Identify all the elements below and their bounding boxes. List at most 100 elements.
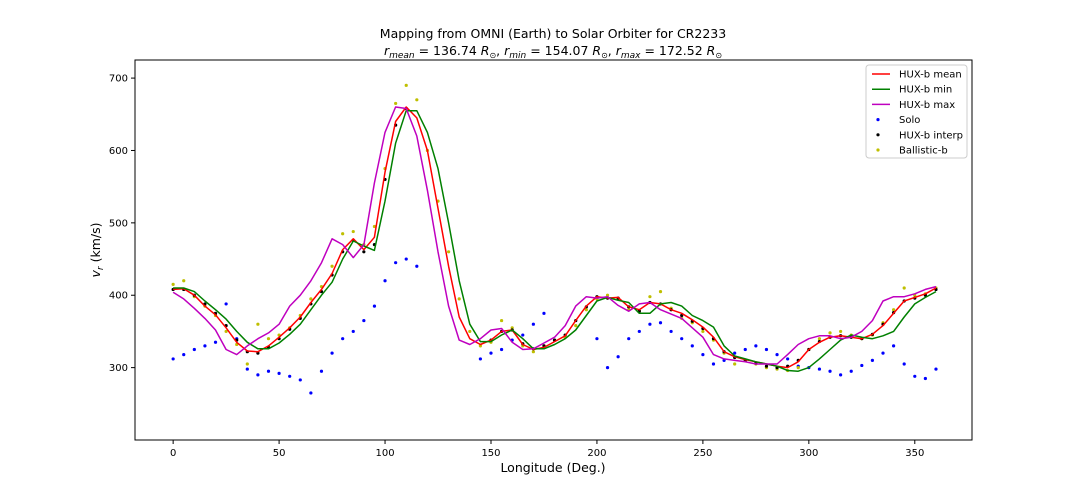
data-point xyxy=(351,229,355,234)
data-point xyxy=(870,358,875,362)
x-tick-label: 250 xyxy=(693,448,712,459)
data-point xyxy=(341,337,345,341)
y-tick-label: 300 xyxy=(109,363,128,374)
series-layer xyxy=(171,83,938,395)
data-point xyxy=(648,295,652,299)
legend: HUX-b mean HUX-b min HUX-b max Solo HUX-b in… xyxy=(865,64,968,159)
data-point xyxy=(796,366,800,370)
legend-label: Ballistic-b xyxy=(899,146,948,157)
data-point xyxy=(256,373,260,377)
data-point xyxy=(743,347,747,352)
data-point xyxy=(817,337,822,341)
data-point xyxy=(499,318,504,323)
data-point xyxy=(923,376,927,381)
x-tick-label: 50 xyxy=(273,448,286,459)
data-point xyxy=(680,313,684,318)
legend-label: HUX-b max xyxy=(899,100,955,111)
data-point xyxy=(839,329,843,334)
data-point xyxy=(913,374,917,378)
data-point xyxy=(860,363,864,368)
axes-frame xyxy=(134,59,973,441)
legend-swatch xyxy=(876,118,880,122)
x-tick-label: 350 xyxy=(905,448,924,459)
data-point xyxy=(266,337,271,341)
legend-entry-hux-b-min: HUX-b min xyxy=(872,85,952,96)
x-tick-label: 150 xyxy=(481,448,500,459)
legend-swatch xyxy=(876,148,880,152)
data-point xyxy=(182,279,186,283)
data-point xyxy=(309,297,313,301)
data-point xyxy=(468,329,472,334)
data-point xyxy=(637,329,641,334)
subtitle-r-min: 154.07 xyxy=(545,43,589,58)
legend-label: HUX-b interp xyxy=(899,130,963,141)
data-point xyxy=(934,367,938,371)
data-point xyxy=(415,98,419,102)
data-point xyxy=(733,362,737,366)
data-point xyxy=(499,347,504,352)
data-point xyxy=(680,337,684,341)
legend-label: Solo xyxy=(899,115,920,126)
data-point xyxy=(203,344,207,348)
y-tick-label: 600 xyxy=(109,146,128,157)
data-point xyxy=(383,279,387,283)
y-axis-ticks: 300 400 500 600 700 xyxy=(109,74,135,374)
legend-swatch xyxy=(876,133,880,137)
x-tick-label: 100 xyxy=(375,448,394,459)
data-point xyxy=(394,261,398,265)
data-point xyxy=(319,369,324,373)
data-point xyxy=(330,264,334,268)
data-point xyxy=(531,322,535,326)
data-point xyxy=(489,351,493,355)
data-point xyxy=(415,264,419,268)
data-point xyxy=(754,344,758,348)
y-tick-label: 700 xyxy=(109,74,128,85)
plot-area: 0 50 100 150 200 250 300 350 300 400 500 600 700 xyxy=(109,59,973,459)
data-point xyxy=(658,290,663,294)
legend-entry-hux-b-interp: HUX-b interp xyxy=(876,130,963,141)
x-axis-label: Longitude (Deg.) xyxy=(500,460,605,475)
data-point xyxy=(648,322,652,326)
legend-label: HUX-b mean xyxy=(899,70,962,81)
legend-entry-hux-b-max: HUX-b max xyxy=(872,100,955,111)
series-solo xyxy=(171,257,938,395)
data-point xyxy=(341,232,345,236)
data-point xyxy=(277,371,281,376)
data-point xyxy=(372,224,377,229)
data-point xyxy=(457,297,461,301)
data-point xyxy=(182,352,186,357)
data-point xyxy=(711,362,716,366)
data-point xyxy=(224,302,228,306)
data-point xyxy=(171,282,175,286)
data-point xyxy=(574,324,578,328)
data-point xyxy=(584,308,588,312)
data-point xyxy=(891,344,896,348)
data-point xyxy=(351,329,355,334)
data-point xyxy=(701,352,705,357)
series-line-hux-b-min xyxy=(173,109,937,372)
legend-entry-solo: Solo xyxy=(876,115,920,126)
data-point xyxy=(266,369,271,373)
data-point xyxy=(849,369,853,373)
data-point xyxy=(171,357,175,361)
data-point xyxy=(902,362,906,366)
chart-title: Mapping from OMNI (Earth) to Solar Orbit… xyxy=(380,26,726,41)
series-line-hux-b-mean xyxy=(173,106,937,369)
legend-entry-hux-b-mean: HUX-b mean xyxy=(872,70,962,81)
data-point xyxy=(891,308,896,312)
data-point xyxy=(817,367,822,371)
y-axis-label: vr (km/s) xyxy=(88,223,106,278)
data-point xyxy=(531,350,535,354)
data-point xyxy=(213,340,218,344)
data-point xyxy=(256,322,260,326)
data-point xyxy=(309,391,313,395)
x-tick-label: 200 xyxy=(587,448,606,459)
data-point xyxy=(521,333,525,337)
data-point xyxy=(288,374,292,378)
data-point xyxy=(192,347,196,352)
data-point xyxy=(690,344,694,348)
legend-entry-ballistic-b: Ballistic-b xyxy=(876,146,948,157)
data-point xyxy=(775,352,779,357)
data-point xyxy=(828,331,832,335)
